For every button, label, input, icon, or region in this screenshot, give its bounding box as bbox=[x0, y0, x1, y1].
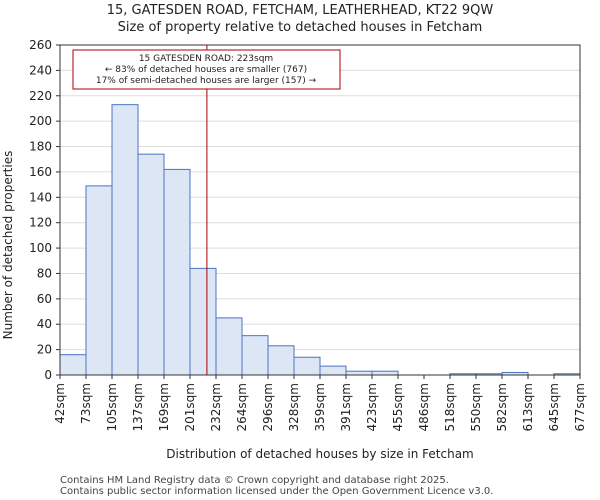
x-tick-label: 73sqm bbox=[79, 383, 93, 424]
y-tick-label: 120 bbox=[29, 216, 52, 230]
y-tick-label: 220 bbox=[29, 89, 52, 103]
footer-line-2: Contains public sector information licen… bbox=[60, 486, 493, 497]
x-axis-label: Distribution of detached houses by size … bbox=[166, 447, 473, 461]
bar bbox=[215, 317, 243, 376]
bar bbox=[319, 365, 347, 376]
x-tick-label: 550sqm bbox=[469, 383, 483, 431]
y-tick-label: 180 bbox=[29, 140, 52, 154]
bar bbox=[345, 370, 373, 376]
y-tick-label: 100 bbox=[29, 241, 52, 255]
x-tick-label: 423sqm bbox=[365, 383, 379, 431]
bar bbox=[85, 185, 113, 376]
annotation-line-3: 17% of semi-detached houses are larger (… bbox=[96, 76, 317, 86]
x-tick-label: 328sqm bbox=[287, 383, 301, 431]
x-tick-label: 232sqm bbox=[209, 383, 223, 431]
footer-line-1: Contains HM Land Registry data © Crown c… bbox=[60, 475, 449, 486]
x-tick-label: 42sqm bbox=[53, 383, 67, 424]
x-tick-label: 645sqm bbox=[547, 383, 561, 431]
x-tick-label: 677sqm bbox=[573, 383, 587, 431]
x-tick-label: 169sqm bbox=[157, 383, 171, 431]
annotation-line-1: 15 GATESDEN ROAD: 223sqm bbox=[139, 54, 273, 64]
bar bbox=[371, 370, 399, 376]
y-axis-label: Number of detached properties bbox=[1, 151, 15, 340]
bar bbox=[137, 153, 165, 376]
y-tick-label: 20 bbox=[37, 343, 52, 357]
x-tick-label: 518sqm bbox=[443, 383, 457, 431]
y-tick-label: 160 bbox=[29, 165, 52, 179]
bar bbox=[267, 345, 295, 376]
bar bbox=[59, 354, 87, 376]
annotation-line-2: ← 83% of detached houses are smaller (76… bbox=[105, 65, 307, 75]
y-tick-label: 40 bbox=[37, 317, 52, 331]
chart-title: 15, GATESDEN ROAD, FETCHAM, LEATHERHEAD,… bbox=[107, 3, 494, 18]
annotation-border bbox=[72, 49, 341, 90]
x-tick-label: 296sqm bbox=[261, 383, 275, 431]
annotation-box: 15 GATESDEN ROAD: 223sqm ← 83% of detach… bbox=[72, 49, 341, 90]
x-tick-label: 137sqm bbox=[131, 383, 145, 431]
y-tick-label: 80 bbox=[37, 266, 52, 280]
x-tick-label: 455sqm bbox=[391, 383, 405, 431]
x-tick-label: 391sqm bbox=[339, 383, 353, 431]
y-tick-label: 60 bbox=[37, 292, 52, 306]
x-tick-label: 486sqm bbox=[417, 383, 431, 431]
chart-subtitle: Size of property relative to detached ho… bbox=[118, 20, 483, 35]
y-axis: 0 20 40 60 80 100 120 140 160 180 200 220 240 260 bbox=[29, 38, 60, 382]
bar-layer bbox=[59, 104, 581, 376]
x-tick-label: 613sqm bbox=[521, 383, 535, 431]
bar bbox=[189, 267, 217, 376]
bar bbox=[241, 335, 269, 376]
x-axis: 42sqm 73sqm 105sqm 137sqm 169sqm 201sqm 232sqm… bbox=[53, 375, 587, 431]
y-tick-label: 260 bbox=[29, 38, 52, 52]
bar bbox=[111, 104, 139, 376]
y-tick-label: 240 bbox=[29, 63, 52, 77]
x-tick-label: 582sqm bbox=[495, 383, 509, 431]
y-tick-label: 200 bbox=[29, 114, 52, 128]
x-tick-label: 105sqm bbox=[105, 383, 119, 431]
x-tick-label: 201sqm bbox=[183, 383, 197, 431]
x-tick-label: 264sqm bbox=[235, 383, 249, 431]
bar bbox=[293, 356, 321, 376]
x-tick-label: 359sqm bbox=[313, 383, 327, 431]
y-tick-label: 140 bbox=[29, 190, 52, 204]
bar bbox=[163, 168, 191, 376]
y-tick-label: 0 bbox=[44, 368, 52, 382]
